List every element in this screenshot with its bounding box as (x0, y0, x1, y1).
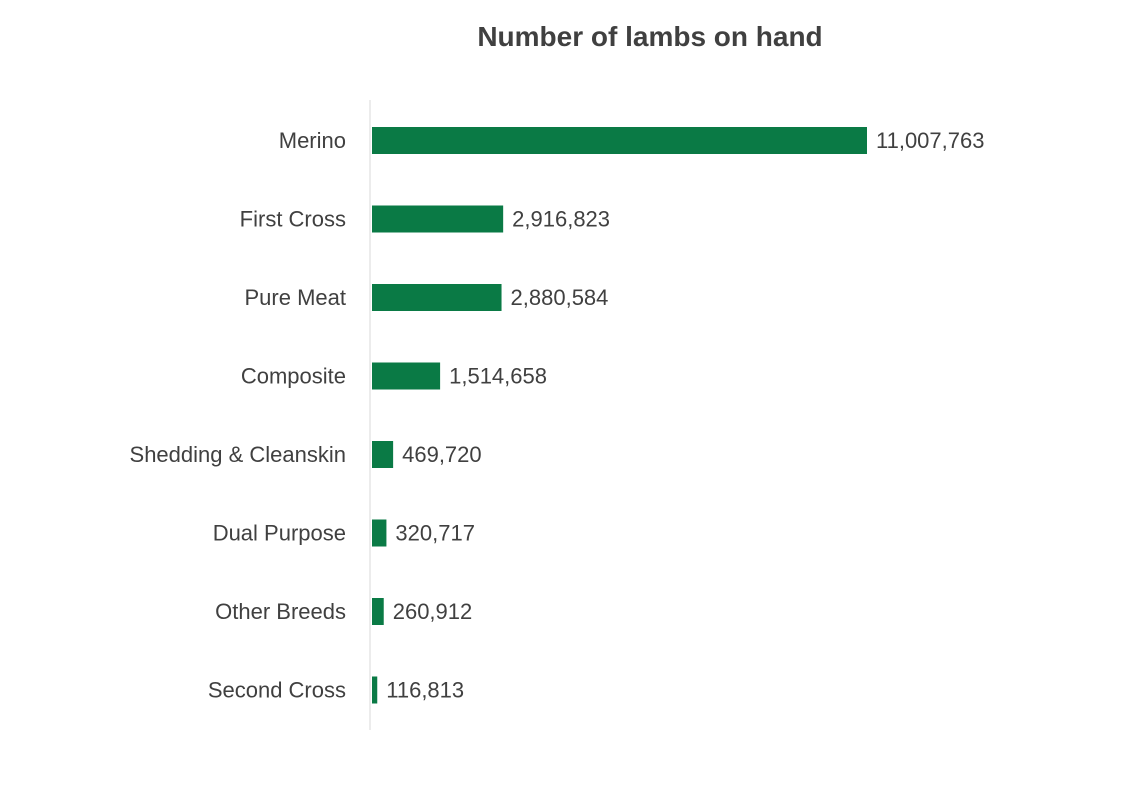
data-label: 1,514,658 (449, 364, 547, 389)
bar (372, 598, 384, 625)
bar (372, 284, 502, 311)
data-label: 2,916,823 (512, 207, 610, 232)
category-label: Other Breeds (215, 599, 346, 624)
data-label: 260,912 (393, 599, 473, 624)
chart-title: Number of lambs on hand (477, 21, 822, 52)
data-label: 11,007,763 (876, 128, 984, 153)
category-label: Merino (279, 128, 346, 153)
category-label: Pure Meat (245, 285, 347, 310)
bar (372, 441, 394, 468)
category-label: First Cross (240, 207, 346, 232)
category-label: Dual Purpose (213, 521, 346, 546)
bar (372, 362, 441, 390)
bars-group: Merino 11,007,763 First Cross 2,916,823 Pure… (130, 127, 984, 704)
bar (372, 676, 378, 704)
category-label: Shedding & Cleanskin (130, 442, 346, 467)
category-label: Second Cross (208, 678, 346, 703)
category-label: Composite (241, 364, 346, 389)
data-label: 469,720 (402, 442, 482, 467)
data-label: 2,880,584 (511, 285, 609, 310)
data-label: 116,813 (386, 678, 464, 703)
data-label: 320,717 (395, 521, 475, 546)
bar (372, 519, 387, 547)
bar (372, 127, 867, 154)
bar (372, 205, 504, 233)
